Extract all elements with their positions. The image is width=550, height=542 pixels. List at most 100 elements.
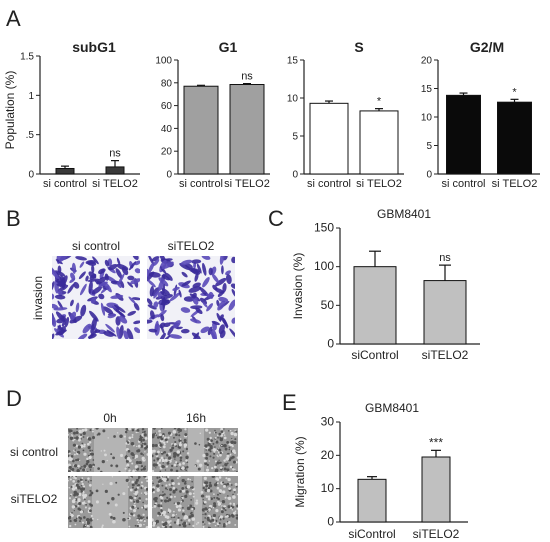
cell-texture (165, 453, 169, 457)
stained-cell (75, 256, 87, 261)
stained-cell (211, 320, 220, 326)
cell-texture (89, 449, 92, 452)
cell-texture (161, 511, 165, 515)
cell-texture (207, 526, 210, 528)
cell-texture (177, 428, 181, 432)
stained-cell (159, 332, 166, 339)
cell-texture (108, 512, 112, 516)
cell-texture (80, 484, 83, 487)
stained-cell (228, 299, 235, 311)
cell-texture (233, 432, 238, 437)
stained-cell (70, 272, 76, 281)
cell-texture (77, 435, 82, 439)
cell-texture (224, 496, 227, 499)
stained-cell (231, 317, 235, 324)
panel-a-1-tick-label: 20 (161, 147, 173, 158)
cell-texture (152, 479, 153, 482)
cell-texture (140, 452, 143, 455)
cell-texture (165, 465, 169, 468)
cell-texture (178, 434, 181, 437)
cell-texture (188, 505, 190, 507)
cell-texture (189, 478, 192, 481)
cell-texture (219, 451, 222, 455)
cell-texture (77, 436, 79, 439)
cell-texture (226, 468, 230, 472)
panel-c-bar (353, 266, 397, 345)
panel-a-2-tick-label: 10 (287, 94, 299, 105)
cell-texture (152, 482, 154, 485)
stained-cell (80, 283, 87, 296)
cell-texture (219, 436, 222, 439)
cell-texture (160, 451, 163, 454)
cell-texture (100, 470, 103, 472)
stained-cell (116, 257, 121, 266)
cell-texture (171, 513, 175, 517)
cell-texture (118, 470, 121, 472)
stained-cell (57, 300, 64, 310)
cell-texture (110, 464, 113, 467)
cell-texture (227, 430, 230, 432)
cell-texture (161, 484, 164, 487)
cell-texture (73, 431, 76, 435)
stained-cell (90, 330, 95, 336)
panel-e-significance-label: *** (429, 435, 443, 449)
cell-texture (130, 512, 133, 516)
stained-cell (148, 328, 158, 333)
cell-texture (142, 438, 145, 442)
cell-texture (79, 487, 83, 491)
panel-a-0-tick-label: 1.5 (20, 52, 34, 63)
stained-cell (192, 282, 201, 288)
cell-texture (137, 431, 139, 433)
panel-a-1-category-label: si TELO2 (224, 178, 270, 190)
cell-texture (75, 431, 79, 435)
stained-cell (148, 262, 155, 274)
cell-texture (174, 452, 178, 455)
stained-cell (191, 332, 201, 339)
cell-texture (231, 509, 234, 511)
cell-texture (133, 493, 135, 495)
wound-gap (194, 476, 202, 528)
cell-texture (187, 519, 191, 522)
cell-texture (178, 463, 182, 466)
cell-texture (178, 524, 182, 527)
cell-texture (186, 485, 191, 489)
cell-texture (177, 516, 180, 519)
cell-texture (155, 434, 158, 436)
cell-texture (73, 438, 76, 441)
cell-texture (76, 428, 78, 430)
cell-texture (213, 452, 216, 455)
cell-texture (204, 488, 208, 492)
cell-texture (224, 462, 228, 467)
cell-texture (142, 516, 145, 518)
cell-texture (168, 460, 170, 463)
stained-cell (85, 275, 89, 282)
panel-a-0-significance-label: ns (109, 148, 121, 160)
panel-a-3-significance-label: * (512, 86, 517, 98)
cell-texture (219, 453, 222, 457)
cell-texture (176, 462, 179, 465)
cell-texture (190, 499, 193, 501)
cell-texture (226, 462, 229, 465)
stained-cell (98, 268, 106, 275)
stained-cell (131, 297, 140, 301)
cell-texture (126, 456, 131, 461)
cell-texture (208, 522, 211, 525)
cell-texture (120, 453, 124, 458)
cell-texture (181, 466, 185, 470)
cell-texture (101, 526, 104, 528)
cell-texture (222, 517, 225, 520)
cell-texture (215, 464, 218, 466)
cell-texture (216, 486, 220, 490)
stained-cell (225, 270, 231, 276)
cell-texture (202, 453, 206, 458)
cell-texture (214, 466, 217, 469)
cell-texture (195, 501, 199, 505)
cell-texture (211, 476, 214, 478)
panel-a-1-tick-label: 80 (161, 78, 173, 89)
cell-texture (79, 520, 82, 523)
cell-texture (206, 466, 209, 468)
cell-texture (159, 443, 163, 447)
panel-a-1-bar (229, 84, 265, 175)
stained-cell (105, 323, 115, 333)
cell-texture (235, 485, 238, 488)
